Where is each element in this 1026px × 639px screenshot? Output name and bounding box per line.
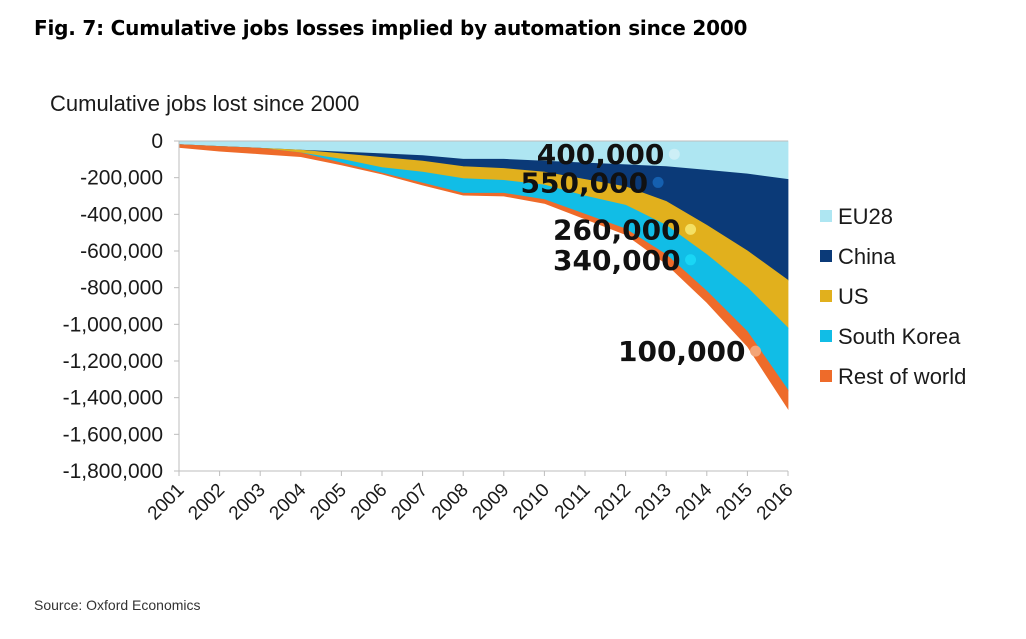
y-tick-label: -1,400,000 — [63, 387, 163, 410]
x-tick-labels: 2001200220032004200520062007200820092010… — [144, 471, 798, 524]
x-tick-label: 2008 — [428, 480, 473, 525]
legend-label: South Korea — [838, 324, 961, 349]
x-tick-label: 2012 — [590, 480, 635, 525]
source-note: Source: Oxford Economics — [34, 597, 201, 613]
y-tick-label: -600,000 — [80, 240, 163, 263]
legend-swatch — [820, 330, 832, 342]
callout-dot — [652, 176, 664, 188]
y-tick-label: -1,600,000 — [63, 423, 163, 446]
x-tick-label: 2004 — [266, 479, 311, 524]
x-tick-label: 2011 — [551, 480, 595, 524]
area-rest-of-world — [178, 144, 789, 411]
y-tick-label: -200,000 — [80, 167, 163, 190]
legend-label: EU28 — [838, 204, 893, 229]
callout-label: 550,000 — [521, 166, 649, 199]
legend-label: Rest of world — [838, 364, 966, 389]
x-tick-label: 2010 — [509, 480, 554, 525]
stacked-area-chart: Cumulative jobs lost since 2000 0 -200,00… — [50, 91, 966, 524]
x-tick-label: 2006 — [347, 480, 392, 525]
x-tick-label: 2009 — [469, 480, 514, 525]
x-tick-label: 2016 — [753, 480, 798, 525]
y-tick-label: -1,800,000 — [63, 460, 163, 483]
area-layers — [178, 140, 789, 411]
y-tick-label: -1,000,000 — [63, 313, 163, 336]
y-tick-labels: 0 -200,000 -400,000 -600,000 -800,000 -1,000,… — [63, 130, 179, 483]
y-tick-label: -1,200,000 — [63, 350, 163, 373]
x-tick-label: 2014 — [672, 479, 717, 524]
callout-label: 340,000 — [553, 244, 681, 277]
axes — [178, 140, 788, 472]
x-tick-label: 2002 — [184, 480, 229, 525]
callout-label: 260,000 — [553, 213, 681, 246]
legend-swatch — [820, 210, 832, 222]
y-tick-label: -800,000 — [80, 277, 163, 300]
x-tick-label: 2013 — [631, 480, 676, 525]
y-tick-label: 0 — [151, 130, 163, 153]
x-tick-label: 2007 — [387, 480, 432, 525]
callout-dot — [750, 345, 762, 357]
callout-dot — [685, 223, 697, 235]
legend-label: US — [838, 284, 869, 309]
figure-title: Fig. 7: Cumulative jobs losses implied b… — [34, 16, 748, 40]
callout-label: 100,000 — [618, 335, 746, 368]
legend-label: China — [838, 244, 896, 269]
y-axis-label: Cumulative jobs lost since 2000 — [50, 91, 359, 116]
x-tick-label: 2015 — [712, 480, 757, 525]
callout-dot — [685, 254, 697, 266]
x-tick-label: 2001 — [144, 480, 189, 525]
y-tick-label: -400,000 — [80, 203, 163, 226]
callout-label: 400,000 — [537, 138, 665, 171]
legend-swatch — [820, 250, 832, 262]
x-tick-label: 2003 — [225, 480, 270, 525]
legend-swatch — [820, 290, 832, 302]
callout-dot — [668, 148, 680, 160]
legend-swatch — [820, 370, 832, 382]
legend: EU28 China US South Korea Rest of world — [820, 204, 966, 389]
x-tick-label: 2005 — [306, 480, 351, 525]
